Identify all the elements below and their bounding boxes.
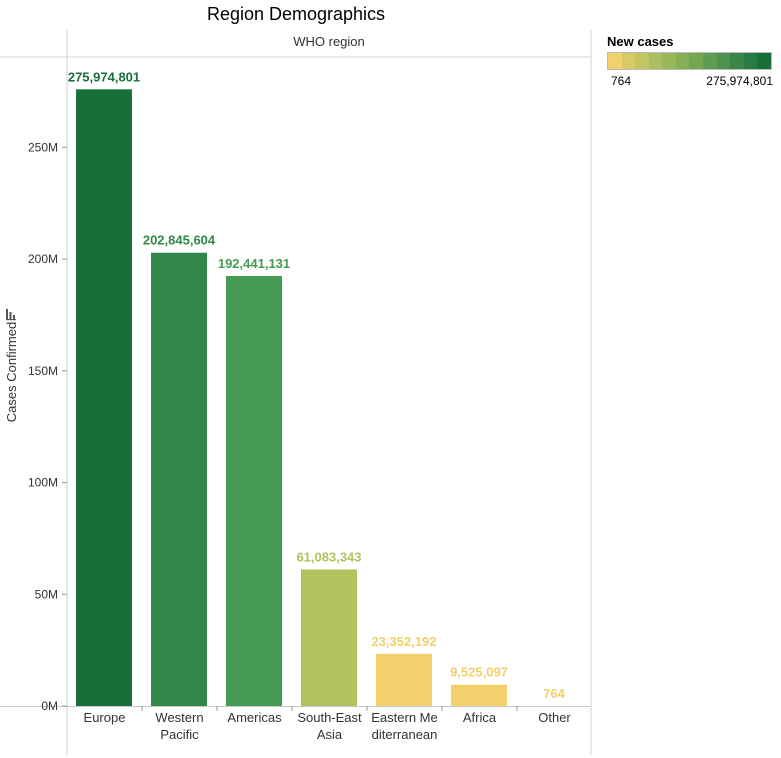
bar	[151, 252, 207, 706]
legend-ramp-step	[716, 53, 731, 69]
legend-range: 764 275,974,801	[607, 74, 773, 90]
color-legend: New cases 764 275,974,801	[607, 34, 777, 90]
data-label: 764	[543, 686, 565, 701]
chart-title: Region Demographics	[206, 4, 386, 24]
y-tick-label: 100M	[28, 476, 58, 490]
data-label: 23,352,192	[371, 634, 436, 649]
legend-ramp-step	[608, 53, 622, 69]
legend-ramp-step	[675, 53, 690, 69]
legend-ramp-step	[757, 53, 771, 69]
x-tick-label: Africa	[463, 710, 497, 725]
legend-min-label: 764	[611, 74, 632, 88]
x-tick-label: Eastern Me diterranean	[371, 710, 437, 742]
x-tick-label: Americas	[227, 710, 282, 725]
data-label: 9,525,097	[450, 665, 508, 680]
bar	[376, 653, 432, 706]
y-axis-title: Cases Confirmed	[4, 322, 19, 422]
bar-chart: WHO region 0M 50M 100M 150M 200M 250M Cases Con…	[0, 30, 592, 755]
bar	[226, 275, 282, 706]
legend-ramp-step	[703, 53, 717, 69]
data-label: 202,845,604	[143, 233, 216, 248]
bar	[451, 684, 507, 706]
bar	[301, 569, 357, 706]
y-tick-label: 200M	[28, 252, 58, 266]
x-tick-label: Western Pacific	[155, 710, 203, 742]
y-tick-label: 150M	[28, 364, 58, 378]
x-tick-label: Europe	[84, 710, 126, 725]
data-label: 275,974,801	[68, 69, 140, 84]
legend-ramp-step	[635, 53, 649, 69]
legend-max-label: 275,974,801	[706, 74, 773, 88]
bar	[76, 89, 132, 707]
legend-ramp-step	[689, 53, 704, 69]
column-header-label: WHO region	[293, 34, 365, 49]
data-label: 192,441,131	[218, 256, 290, 271]
x-tick-label: Other	[538, 710, 571, 725]
y-tick-label: 0M	[41, 699, 58, 713]
sort-icon[interactable]	[5, 307, 17, 321]
y-tick-label: 50M	[35, 587, 58, 601]
legend-color-ramp	[607, 52, 772, 70]
legend-ramp-step	[730, 53, 744, 69]
legend-ramp-step	[621, 53, 636, 69]
legend-title: New cases	[607, 34, 674, 49]
legend-ramp-step	[662, 53, 676, 69]
legend-ramp-step	[648, 53, 663, 69]
legend-ramp-step	[743, 53, 758, 69]
y-tick-label: 250M	[28, 140, 58, 154]
data-label: 61,083,343	[296, 550, 361, 565]
x-tick-label: South-East Asia	[297, 710, 362, 742]
